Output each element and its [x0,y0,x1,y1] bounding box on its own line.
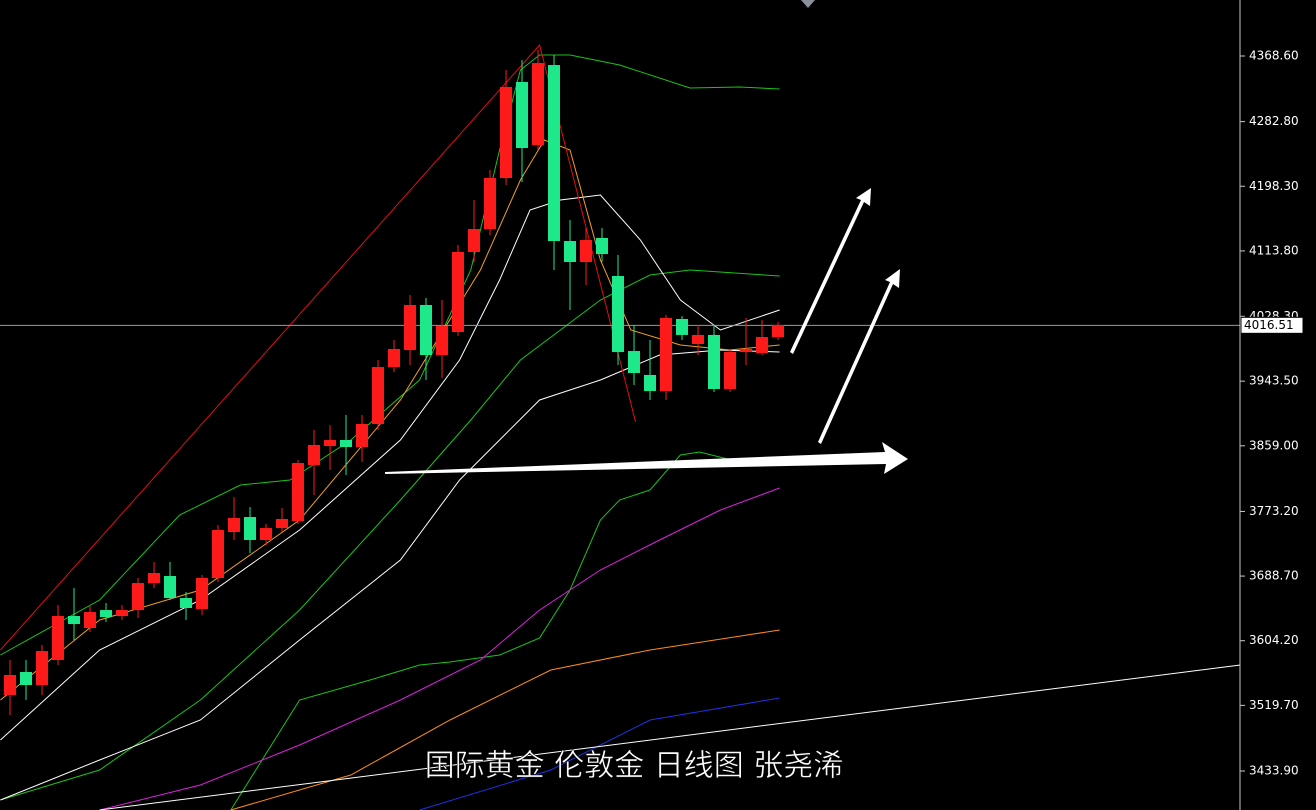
candle-body [468,229,480,252]
candle-body [772,325,784,338]
scroll-marker [801,0,815,8]
candle-body [692,334,704,344]
y-tick-label: 3604.20 [1249,633,1299,647]
candle-body [500,86,512,179]
candle-body [580,240,592,262]
y-tick-label: 4368.60 [1249,48,1299,62]
arrow [790,188,871,354]
candle-body [628,351,640,373]
candle-body [308,444,320,466]
indicator-line [0,269,780,801]
arrow [385,442,908,474]
annotation-arrows [385,188,908,474]
candle-body [116,610,128,617]
y-tick-label: 4282.80 [1249,114,1299,128]
candle-body [52,616,64,660]
indicator-line [0,139,780,701]
candle-body [676,318,688,335]
y-tick-label: 3688.70 [1249,569,1299,583]
candle-body [4,674,16,696]
y-tick-label: 3519.70 [1249,698,1299,712]
candle-body [148,573,160,584]
plot-area [0,43,1241,810]
current-price-box [1240,316,1304,334]
candle-body [388,348,400,368]
candle-body [100,610,112,618]
candle-body [404,304,416,351]
indicator-line [99,487,780,810]
candle-body [452,251,464,332]
y-tick-label: 4198.30 [1249,179,1299,193]
candle-body [532,63,544,146]
candle-body [484,178,496,230]
candle-body [292,463,304,522]
candle-body [372,367,384,425]
candle-body [420,304,432,356]
candle-body [180,598,192,608]
candle-body [196,577,208,609]
candle-body [356,424,368,448]
candle-body [708,334,720,389]
price-axis: 4368.604282.804198.304113.804028.303943.… [1240,48,1304,777]
candle-body [324,439,336,447]
candle-body [132,583,144,611]
candle-body [36,651,48,686]
y-tick-label: 3773.20 [1249,504,1299,518]
candle-body [548,65,560,242]
candle-body [68,616,80,625]
candle-body [596,237,608,255]
indicator-line [0,194,780,741]
candle-body [84,612,96,629]
y-tick-label: 3433.90 [1249,763,1299,777]
arrow [818,269,900,444]
y-tick-label: 3859.00 [1249,438,1299,452]
candle-body [212,530,224,578]
candle-body [564,241,576,262]
current-price-label: 4016.51 [1244,318,1294,332]
candle-body [436,326,448,356]
candle-body [612,275,624,353]
indicator-line [99,664,1241,810]
candle-body [276,519,288,529]
candle-body [516,82,528,149]
y-tick-label: 3943.50 [1249,374,1299,388]
candle-body [164,576,176,599]
candle-body [260,528,272,540]
candle-body [740,348,752,353]
chart-title: 国际黄金 伦敦金 日线图 张尧浠 [425,749,844,784]
candle-body [340,439,352,448]
candle-body [660,317,672,392]
y-tick-label: 4113.80 [1249,243,1299,257]
indicator-line [419,697,780,810]
candle-body [644,374,656,392]
candle-body [20,672,32,686]
candle-body [756,337,768,354]
candle-body [724,352,736,389]
candle-body [228,518,240,533]
indicator-line [0,43,637,651]
candle-body [244,517,256,540]
